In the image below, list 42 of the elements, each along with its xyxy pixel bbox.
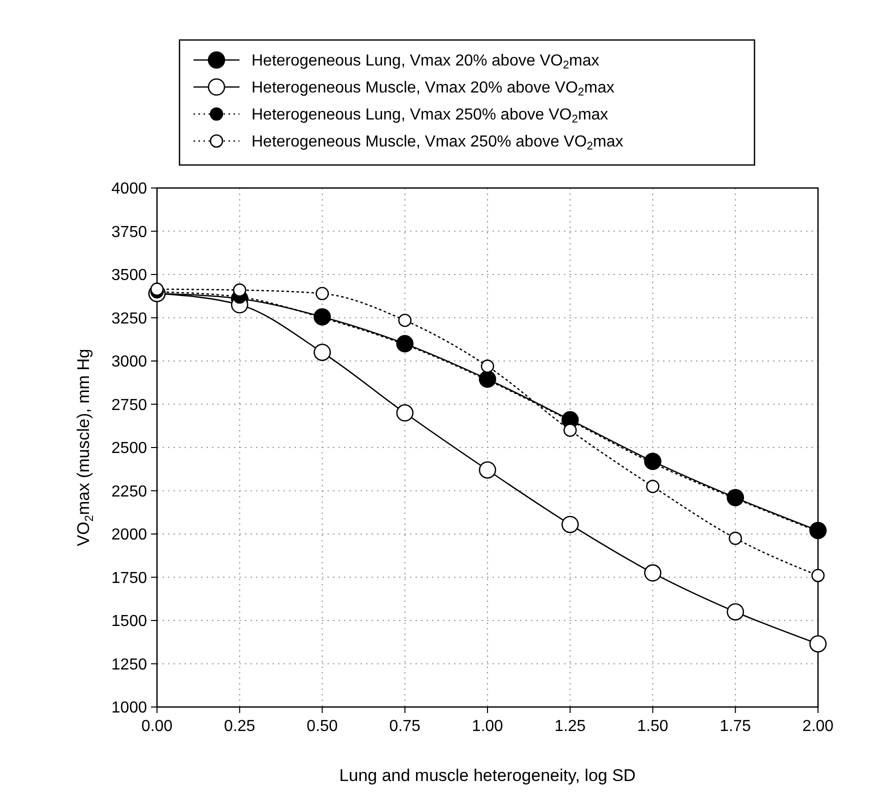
point <box>478 461 496 479</box>
point <box>480 360 494 373</box>
y-tick-label: 1250 <box>111 656 148 674</box>
y-tick-label: 2000 <box>111 526 148 544</box>
point <box>561 516 579 534</box>
x-tick-label: 0.00 <box>141 718 173 735</box>
y-tick-label: 2500 <box>111 440 148 458</box>
point <box>728 532 742 545</box>
point <box>646 480 660 494</box>
y-tick-label: 3250 <box>111 310 148 328</box>
y-tick-label: 1500 <box>111 613 148 630</box>
legend-label: Heterogeneous Lung, Vmax 250% above VO$_{2}$max <box>252 106 608 126</box>
y-tick-label: 1750 <box>111 570 148 587</box>
x-tick-label: 0.50 <box>306 718 338 735</box>
y-tick-label: 4000 <box>111 180 148 198</box>
legend-label: Heterogeneous Muscle, Vmax 20% above VO$_{2}$max <box>252 80 614 99</box>
x-tick-label: 1.25 <box>554 718 586 735</box>
point <box>314 344 331 361</box>
x-tick-label: 1.00 <box>472 718 504 735</box>
x-tick-label: 1.50 <box>637 718 668 735</box>
legend-label: Heterogeneous Lung, Vmax 20% above VO$_{2}$max <box>252 52 600 72</box>
y-tick-label: 1000 <box>111 700 148 717</box>
point <box>644 564 662 582</box>
x-tick-label: 0.75 <box>389 718 421 735</box>
point <box>726 603 744 620</box>
point <box>316 286 329 300</box>
x-tick-label: 1.75 <box>720 718 752 735</box>
legend-label: Heterogeneous Muscle, Vmax 250% above VO$_{2}$max <box>252 134 624 153</box>
point <box>811 568 825 582</box>
x-axis-title: Lung and muscle heterogeneity, log SD <box>339 766 636 785</box>
x-tick-label: 2.00 <box>802 718 834 735</box>
point <box>398 314 412 327</box>
point <box>563 424 577 437</box>
y-tick-label: 2250 <box>111 483 148 500</box>
y-tick-label: 3750 <box>111 224 148 241</box>
y-tick-label: 3500 <box>111 267 148 284</box>
point <box>809 635 827 652</box>
y-tick-label: 2750 <box>111 396 148 414</box>
point <box>396 404 414 422</box>
point <box>232 283 246 297</box>
y-tick-label: 3000 <box>111 354 148 371</box>
x-tick-label: 0.25 <box>224 718 256 735</box>
